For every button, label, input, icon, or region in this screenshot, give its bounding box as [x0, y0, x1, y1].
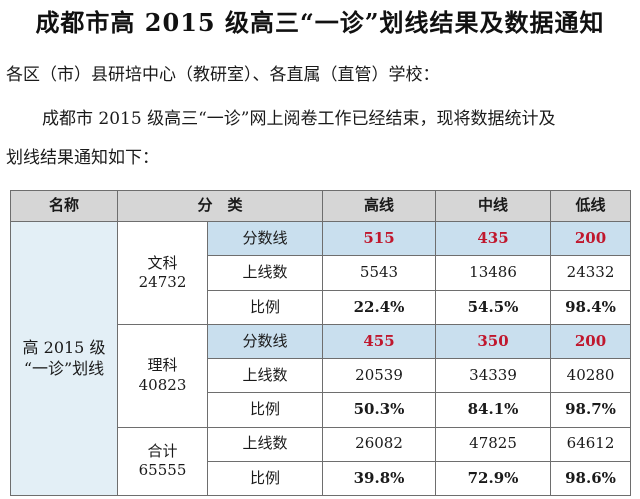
subject-count: 40823: [138, 375, 187, 394]
subject-wenke: 文科 24732: [117, 221, 208, 325]
row-label: 比例: [206, 460, 324, 497]
table-row: 理科 40823 分数线 455 350 200: [11, 323, 632, 428]
header-high-line: 高线: [322, 189, 437, 223]
table-cell: 34339: [435, 358, 552, 394]
results-table: 名称 分 类 高线 中线 低线 高 2015 级 “一诊”划线 文科 24732…: [10, 189, 632, 497]
table-cell: 40280: [550, 358, 632, 394]
table-cell: 515: [322, 221, 437, 257]
table-cell: 200: [550, 323, 632, 360]
table-row: 高 2015 级 “一诊”划线 文科 24732 分数线 515 435 200: [10, 221, 632, 496]
row-label: 比例: [206, 392, 324, 428]
subject-label: 合计: [147, 441, 178, 460]
subject-label: 文科: [147, 253, 178, 272]
table-cell: 84.1%: [435, 392, 552, 428]
row-label: 上线数: [206, 426, 324, 462]
row-label: 分数线: [206, 323, 324, 360]
table-row: 比例 39.8% 72.9% 98.6%: [11, 460, 632, 497]
header-mid-line: 中线: [435, 189, 552, 223]
table-cell: 455: [322, 323, 437, 360]
table-cell: 54.5%: [435, 289, 552, 325]
table-row: 比例 22.4% 54.5% 98.4%: [11, 289, 632, 325]
table-header-row: 名称 分 类 高线 中线 低线: [10, 189, 632, 223]
row-label: 上线数: [206, 358, 324, 394]
body-paragraph-line-1: 成都市 2015 级高三“一诊”网上阅卷工作已经结束，现将数据统计及: [42, 109, 556, 129]
header-category: 分 类: [116, 189, 324, 223]
row-label: 分数线: [206, 221, 324, 257]
header-name: 名称: [10, 189, 118, 223]
table-cell: 50.3%: [322, 392, 437, 428]
subject-like: 理科 40823: [117, 323, 208, 428]
table-row: 上线数 20539 34339 40280: [11, 358, 632, 394]
subject-label: 理科: [147, 356, 178, 375]
row-label: 上线数: [206, 255, 324, 291]
table-cell: 98.6%: [550, 460, 632, 497]
table-cell: 26082: [322, 426, 437, 462]
row-label: 比例: [206, 289, 324, 325]
table-cell: 13486: [435, 255, 552, 291]
salutation-line: 各区（市）县研培中心（教研室）、各直属（直管）学校：: [6, 65, 440, 85]
table-cell: 39.8%: [322, 460, 437, 497]
table-cell: 98.4%: [550, 289, 632, 325]
table-cell: 24332: [550, 255, 632, 291]
table-cell: 200: [550, 221, 632, 257]
table-cell: 98.7%: [550, 392, 632, 428]
table-cell: 5543: [322, 255, 437, 291]
table-row: 比例 50.3% 84.1% 98.7%: [11, 392, 632, 428]
table-row: 合计 65555 上线数 26082 47825 64612: [11, 426, 632, 497]
table-cell: 22.4%: [322, 289, 437, 325]
subject-count: 24732: [138, 273, 187, 292]
table-row: 上线数 5543 13486 24332: [11, 255, 632, 291]
group-label-line-1: 高 2015 级: [22, 337, 106, 357]
subject-count: 65555: [138, 461, 187, 480]
table-cell: 47825: [435, 426, 552, 462]
header-low-line: 低线: [550, 189, 632, 223]
table-cell: 350: [435, 323, 552, 360]
subject-total: 合计 65555: [117, 426, 208, 497]
table-cell: 64612: [550, 426, 632, 462]
body-paragraph-line-2: 划线结果通知如下：: [6, 148, 159, 168]
table-cell: 20539: [322, 358, 437, 394]
table-cell: 72.9%: [435, 460, 552, 497]
page-title: 成都市高 2015 级高三“一诊”划线结果及数据通知: [35, 8, 605, 37]
group-label-line-2: “一诊”划线: [23, 358, 105, 378]
table-cell: 435: [435, 221, 552, 257]
group-label: 高 2015 级 “一诊”划线: [10, 221, 118, 496]
